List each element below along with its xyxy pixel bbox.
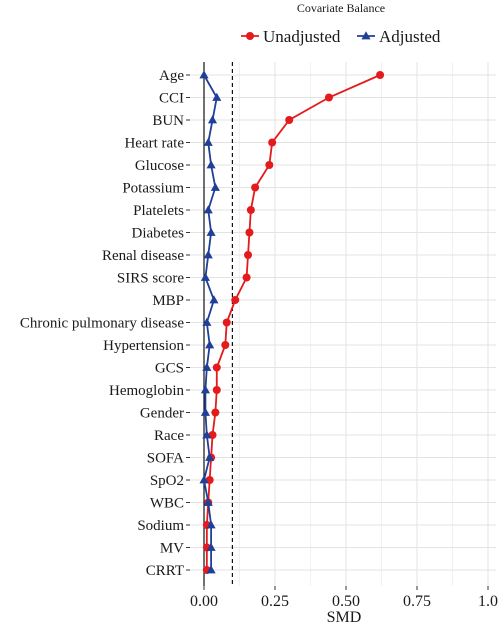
data-point <box>202 430 212 439</box>
y-tick-label: Hypertension <box>103 338 184 354</box>
legend-item-unadjusted: Unadjusted <box>241 27 341 46</box>
legend-marker <box>246 32 254 40</box>
data-point <box>200 407 210 416</box>
y-tick-label: Glucose <box>135 158 184 174</box>
chart-title: Covariate Balance <box>297 1 385 15</box>
y-tick-label: Platelets <box>133 203 184 219</box>
x-axis: 0.00 0.25 0.50 0.75 1.0 <box>190 586 498 610</box>
data-point <box>205 452 215 461</box>
y-tick-label: Gender <box>140 406 184 422</box>
y-tick-label: Diabetes <box>132 226 185 242</box>
series-layer <box>199 70 385 574</box>
y-tick-label: Heart rate <box>124 136 184 152</box>
data-point <box>221 341 230 349</box>
data-point <box>203 205 213 214</box>
legend-marker <box>361 31 371 40</box>
data-point <box>206 565 216 574</box>
data-point <box>199 475 209 484</box>
data-point <box>206 160 216 169</box>
x-axis-label: SMD <box>327 609 362 626</box>
y-tick-label: Sodium <box>137 518 184 534</box>
y-tick-label: SIRS score <box>117 271 184 287</box>
legend-item-adjusted: Adjusted <box>357 27 441 46</box>
data-point <box>212 363 221 372</box>
x-tick-label: 0.50 <box>332 593 360 610</box>
y-tick-label: Race <box>154 428 184 444</box>
data-point <box>203 137 213 146</box>
y-axis: Age CCI BUN Heart rate Glucose Potassium Plate… <box>20 68 190 579</box>
y-tick-label: SOFA <box>147 451 184 467</box>
y-tick-label: Potassium <box>122 181 184 197</box>
series-adjusted <box>199 70 222 574</box>
y-tick-label: Age <box>159 68 184 84</box>
data-point <box>203 250 213 259</box>
data-point <box>222 318 231 327</box>
data-point <box>206 520 216 529</box>
data-point <box>203 497 213 506</box>
data-point <box>205 340 215 349</box>
x-tick-label: 0.25 <box>261 593 289 610</box>
data-point <box>202 362 212 371</box>
data-point <box>265 161 274 169</box>
data-point <box>206 227 216 236</box>
legend-label: Adjusted <box>379 27 441 46</box>
data-point <box>251 183 260 192</box>
data-point <box>245 228 254 237</box>
data-point <box>206 542 216 551</box>
y-tick-label: CCI <box>159 91 184 107</box>
y-tick-label: MBP <box>152 293 184 309</box>
y-tick-label: BUN <box>152 113 184 129</box>
y-tick-label: MV <box>160 541 184 557</box>
data-point <box>324 93 333 102</box>
y-tick-label: Hemoglobin <box>109 383 184 399</box>
data-point <box>202 317 212 326</box>
x-tick-label: 0.00 <box>190 593 218 610</box>
y-tick-label: Chronic pulmonary disease <box>20 316 184 332</box>
data-point <box>268 138 277 147</box>
x-tick-label: 0.75 <box>403 593 431 610</box>
data-point <box>376 71 385 79</box>
data-point <box>207 115 218 124</box>
data-point <box>242 273 251 282</box>
data-point <box>212 92 222 101</box>
legend: Unadjusted Adjusted <box>241 27 441 46</box>
data-point <box>209 295 219 304</box>
data-point <box>211 408 220 417</box>
data-point <box>231 296 240 304</box>
data-point <box>199 70 209 79</box>
data-point <box>200 385 210 394</box>
data-point <box>285 116 294 124</box>
data-point <box>246 206 255 214</box>
y-tick-label: CRRT <box>146 563 184 579</box>
data-point <box>212 386 221 394</box>
gridlines <box>190 62 496 586</box>
data-point <box>210 182 220 191</box>
y-tick-label: SpO2 <box>150 473 184 489</box>
data-point <box>200 272 210 281</box>
legend-label: Unadjusted <box>263 27 341 46</box>
y-tick-label: Renal disease <box>102 248 184 264</box>
y-tick-label: WBC <box>150 496 184 512</box>
y-tick-label: GCS <box>155 361 184 377</box>
x-tick-label: 1.0 <box>478 593 498 610</box>
data-point <box>244 251 253 259</box>
